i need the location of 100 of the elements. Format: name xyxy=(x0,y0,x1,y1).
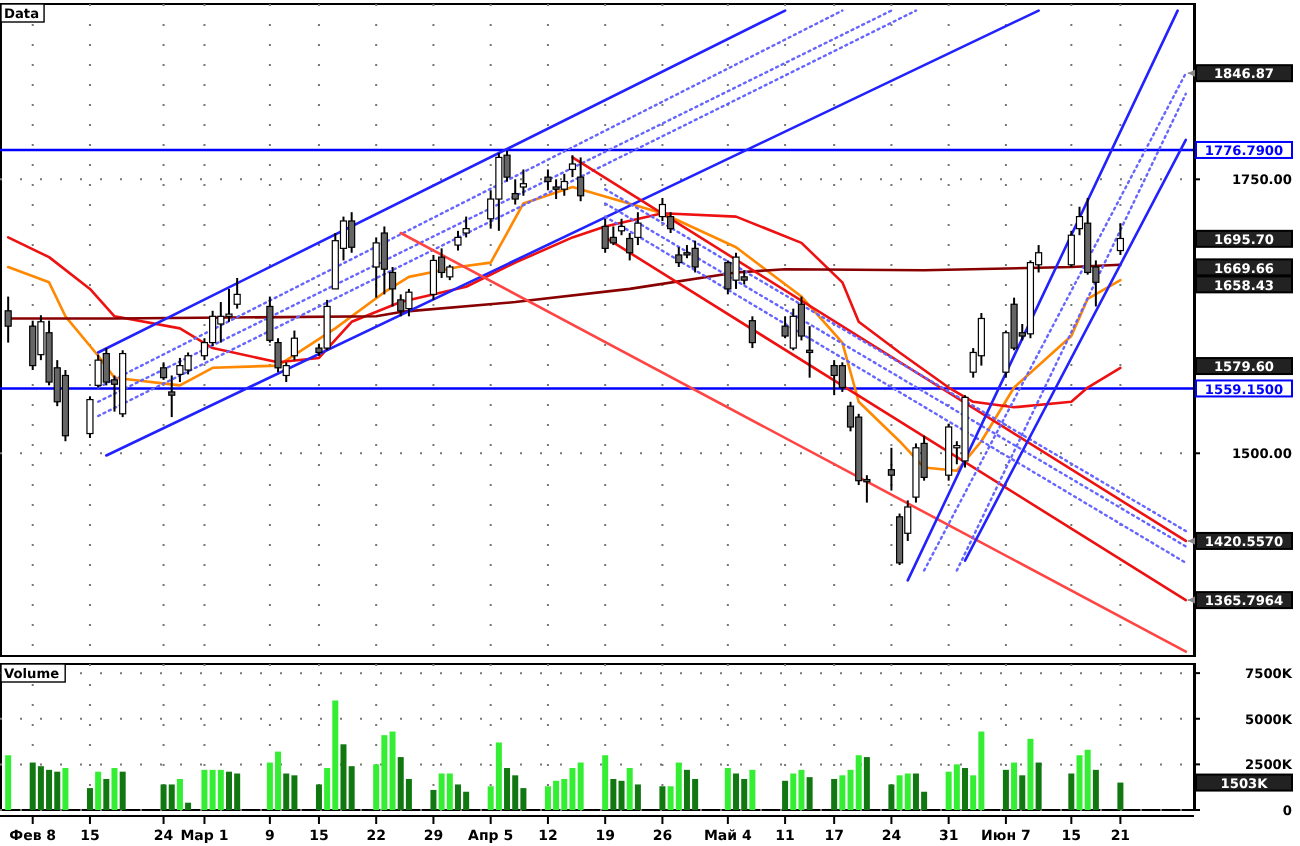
candlestick xyxy=(1067,229,1075,268)
candlestick xyxy=(388,265,397,308)
bar xyxy=(733,773,740,810)
bar xyxy=(397,757,404,810)
candlestick xyxy=(560,172,568,197)
candlestick xyxy=(658,196,667,222)
candlestick xyxy=(348,211,356,254)
bar xyxy=(1068,773,1075,810)
bar xyxy=(912,773,919,810)
candlestick xyxy=(372,236,380,299)
candlestick xyxy=(748,315,756,350)
bar xyxy=(1027,738,1034,810)
bar xyxy=(225,771,232,810)
candlestick xyxy=(1116,222,1124,256)
candlestick xyxy=(609,225,617,247)
bar xyxy=(945,771,952,810)
bar xyxy=(692,778,699,810)
candlestick xyxy=(380,225,388,296)
bar xyxy=(953,764,960,810)
candlestick xyxy=(691,239,699,274)
bar xyxy=(741,778,748,810)
bar xyxy=(430,789,437,810)
bar xyxy=(602,755,609,810)
candlestick xyxy=(838,361,846,393)
candlestick xyxy=(887,446,896,492)
bar xyxy=(504,768,511,810)
bar xyxy=(659,786,666,810)
candlestick xyxy=(977,312,985,367)
bar xyxy=(962,768,969,810)
candlestick xyxy=(290,329,299,362)
bar xyxy=(209,769,216,810)
bar xyxy=(315,784,322,810)
bar xyxy=(1011,762,1018,810)
bar xyxy=(634,784,641,810)
candlestick xyxy=(217,301,225,344)
bar xyxy=(201,769,208,810)
bar xyxy=(749,769,756,810)
bar xyxy=(855,755,862,810)
candlestick xyxy=(577,156,585,203)
bar xyxy=(798,769,805,810)
candlestick xyxy=(462,215,470,239)
bar xyxy=(332,700,339,810)
bar xyxy=(381,735,388,810)
bar xyxy=(495,742,502,810)
candlestick xyxy=(454,229,462,252)
candlestick xyxy=(806,325,814,379)
bar xyxy=(438,773,445,810)
bar xyxy=(724,768,731,810)
candlestick xyxy=(667,211,675,235)
bar xyxy=(512,775,519,810)
bar xyxy=(618,780,625,810)
bar xyxy=(1084,749,1091,810)
bar xyxy=(454,784,461,810)
candlestick xyxy=(405,287,413,318)
bar xyxy=(389,731,396,810)
bar xyxy=(283,773,290,810)
bar xyxy=(446,773,453,810)
bar xyxy=(291,775,298,810)
bar xyxy=(806,777,813,810)
bar xyxy=(896,775,903,810)
candlestick xyxy=(601,217,609,254)
bar xyxy=(978,731,985,810)
candlestick xyxy=(568,154,577,179)
candlestick xyxy=(323,298,331,352)
bar xyxy=(626,768,633,810)
bar xyxy=(1117,782,1124,810)
candlestick xyxy=(732,251,740,290)
candlestick xyxy=(495,152,503,232)
bar xyxy=(1019,775,1026,810)
bar xyxy=(683,769,690,810)
candlestick xyxy=(429,253,438,301)
bar xyxy=(904,773,911,810)
bar xyxy=(610,778,617,810)
bar xyxy=(569,768,576,810)
candlestick xyxy=(544,168,552,192)
candlestick xyxy=(724,259,732,296)
bar xyxy=(463,791,470,810)
candlestick xyxy=(895,512,904,567)
candlestick xyxy=(797,295,806,342)
bar xyxy=(1076,755,1083,810)
bar xyxy=(553,780,560,810)
candlestick xyxy=(519,168,527,197)
bar xyxy=(831,778,838,810)
bar xyxy=(1092,769,1099,810)
bar xyxy=(675,762,682,810)
bar xyxy=(1035,762,1042,810)
bar xyxy=(863,757,870,810)
bar xyxy=(1002,769,1009,810)
bar xyxy=(790,773,797,810)
bar xyxy=(234,773,241,810)
bar xyxy=(577,762,584,810)
bar xyxy=(340,744,347,810)
bar xyxy=(544,786,551,810)
candlestick xyxy=(675,246,683,268)
bar xyxy=(217,769,224,810)
bar xyxy=(782,780,789,810)
candlestick xyxy=(233,276,241,310)
bar xyxy=(888,784,895,810)
candlestick xyxy=(830,359,838,397)
bar xyxy=(839,775,846,810)
